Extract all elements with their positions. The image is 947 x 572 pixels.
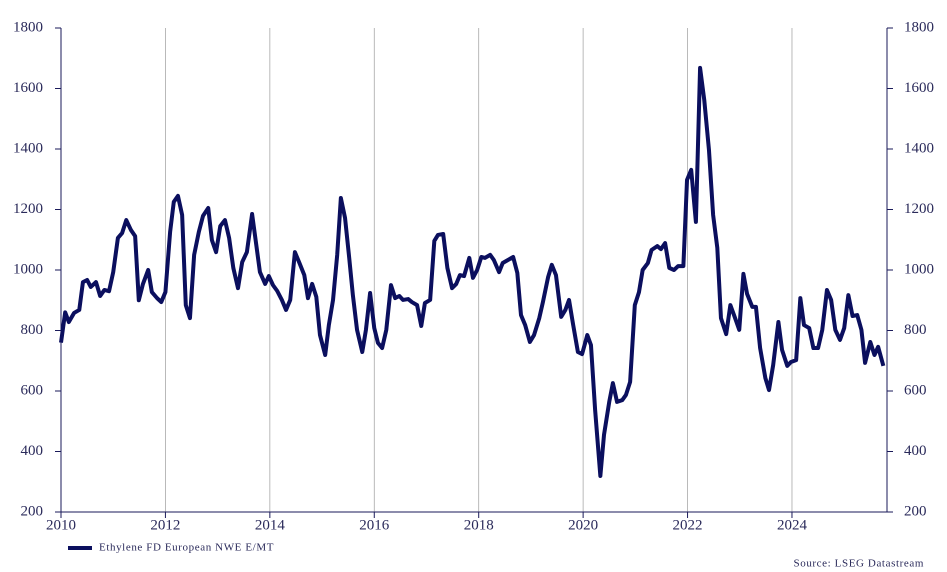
y2-tick-label: 1600 [904, 80, 934, 96]
x-tick-label: 2010 [46, 517, 76, 533]
y2-tick-label: 600 [904, 382, 927, 398]
y-tick-label: 1600 [13, 80, 43, 96]
y-tick-label: 1000 [13, 261, 43, 277]
y2-tick-label: 1000 [904, 261, 934, 277]
data-line [59, 65, 886, 478]
y2-tick-label: 1400 [904, 140, 934, 156]
y2-tick-label: 1800 [904, 19, 934, 35]
y-tick-label: 600 [21, 382, 44, 398]
x-tick-label: 2022 [673, 517, 703, 533]
y-tick-label: 1800 [13, 19, 43, 35]
x-tick-label: 2012 [150, 517, 180, 533]
y-tick-label: 200 [21, 503, 44, 519]
x-tick-label: 2024 [777, 517, 808, 533]
y-tick-label: 800 [21, 322, 44, 338]
source-note: Source: LSEG Datastream [794, 558, 925, 570]
y2-tick-label: 400 [904, 443, 927, 459]
y-tick-label: 1400 [13, 140, 43, 156]
x-tick-label: 2014 [255, 517, 286, 533]
x-tick-label: 2016 [359, 517, 390, 533]
x-tick-label: 2018 [464, 517, 494, 533]
y-tick-label: 400 [21, 443, 44, 459]
y2-tick-label: 800 [904, 322, 927, 338]
y-tick-label: 1200 [13, 201, 43, 217]
x-tick-label: 2020 [568, 517, 598, 533]
y2-tick-label: 200 [904, 503, 927, 519]
y2-tick-label: 1200 [904, 201, 934, 217]
legend-label: Ethylene FD European NWE E/MT [99, 542, 274, 554]
